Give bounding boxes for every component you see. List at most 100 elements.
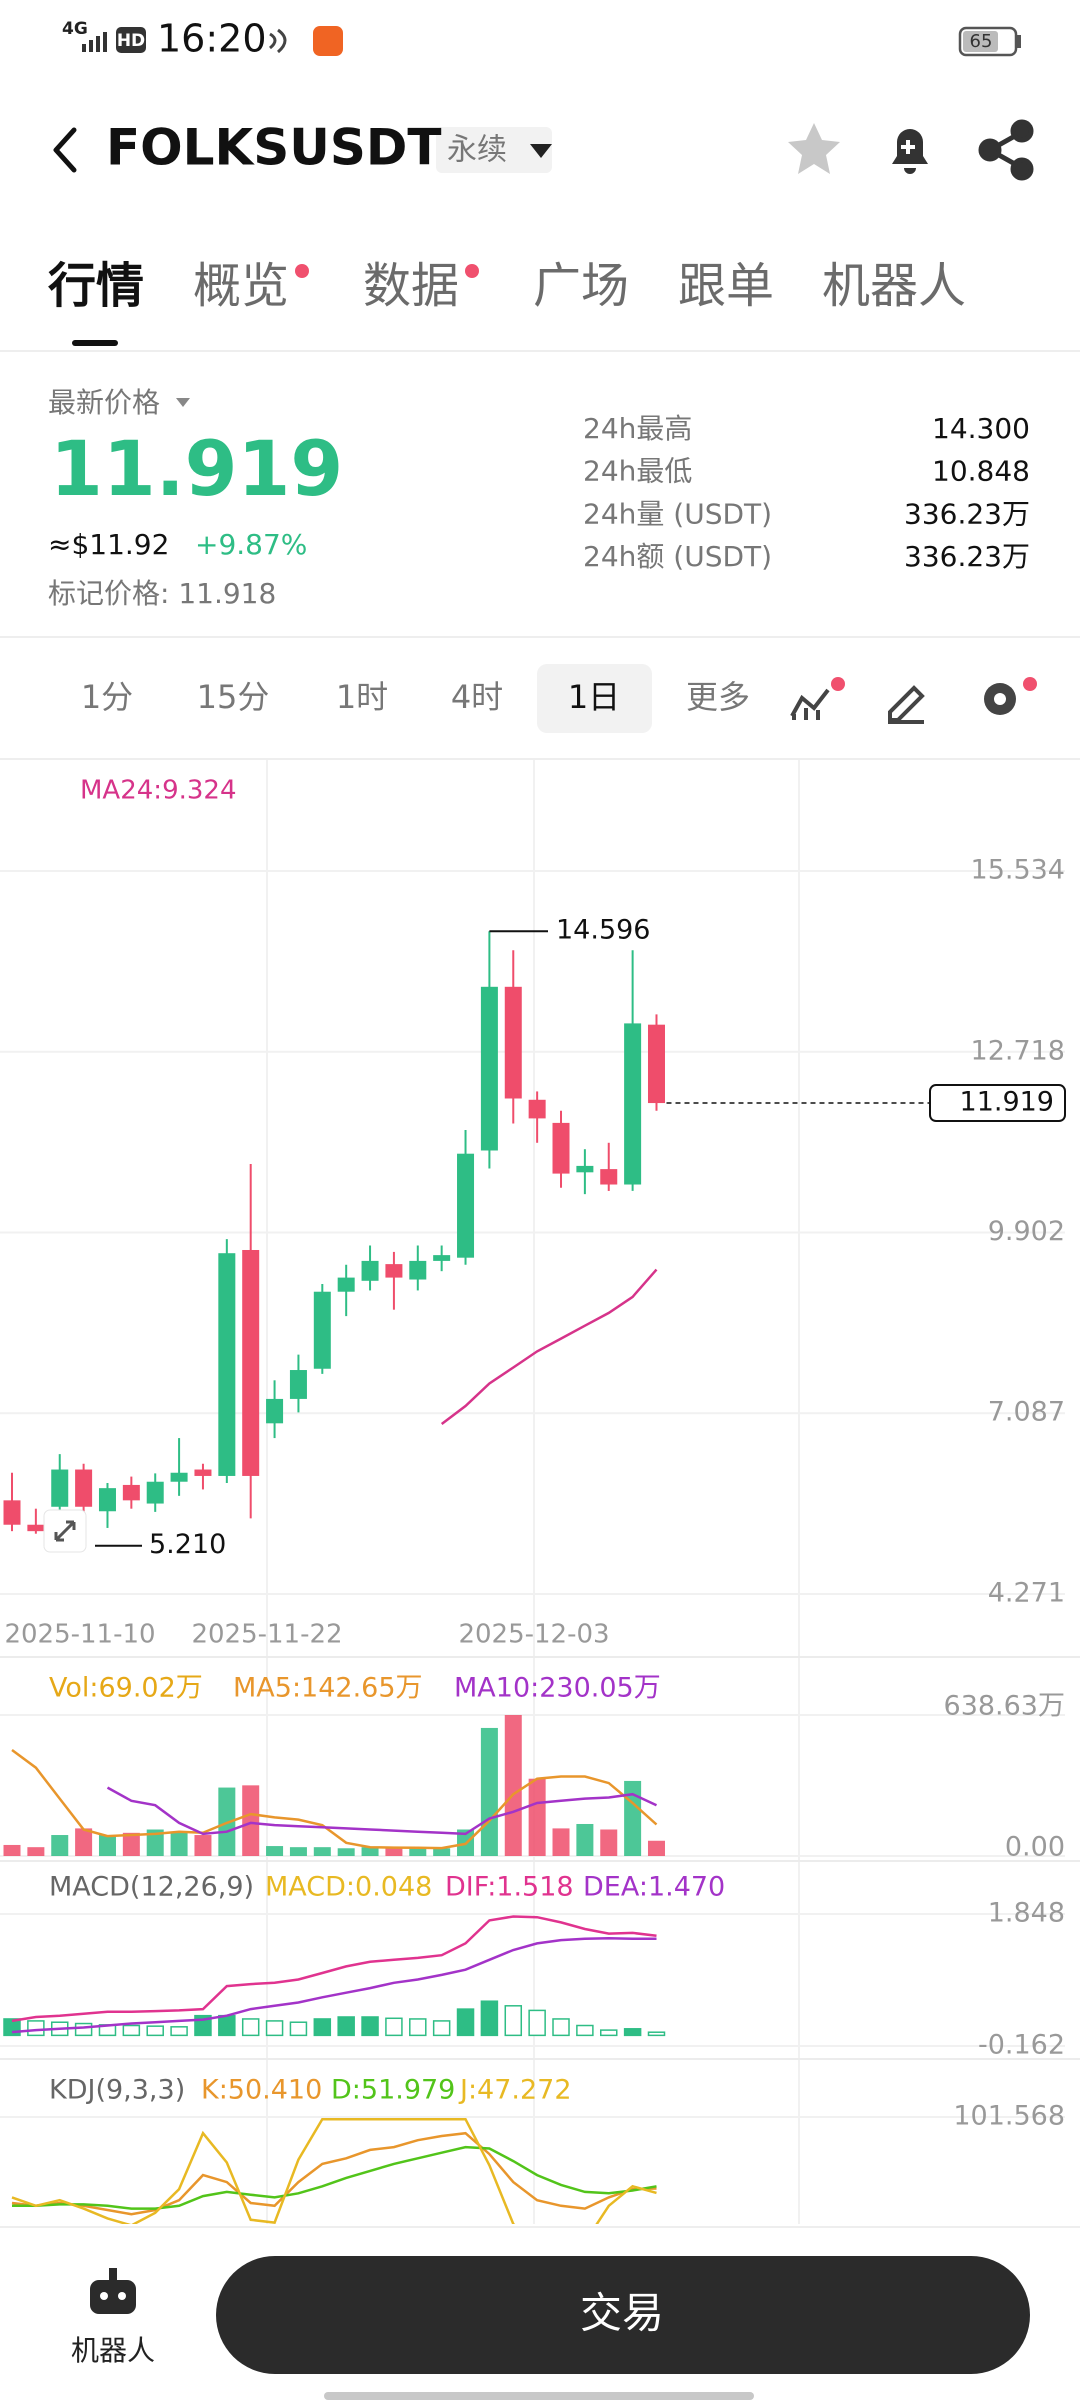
macd-bar (600, 2029, 618, 2037)
mark-price: 标记价格: 11.918 (48, 577, 276, 610)
candle-body (576, 1165, 594, 1173)
legend-entry: Vol:69.02万 (49, 1673, 203, 1704)
volume-bar (51, 1835, 69, 1856)
x-tick-label: 2025-11-22 (191, 1620, 342, 1650)
tab-badge (465, 264, 479, 278)
indicator-line (11, 1915, 657, 2023)
symbol: FOLKSUSDT (106, 119, 442, 177)
legend-entry: D:51.979 (331, 2075, 455, 2106)
tab[interactable]: 广场 (533, 258, 629, 314)
indicator-button[interactable] (790, 688, 830, 720)
macd-bar (552, 2018, 570, 2037)
indicator-line (11, 2117, 657, 2224)
volume-bar (146, 1829, 164, 1856)
macd-bar (170, 2026, 188, 2037)
legend-entry: MA5:142.65万 (233, 1673, 423, 1704)
low-label: 5.210 (149, 1529, 226, 1560)
tab[interactable]: 行情 (48, 258, 144, 314)
volume-bar (480, 1727, 498, 1856)
settings-button[interactable] (984, 683, 1016, 715)
last-price-box (929, 1084, 1066, 1123)
tab-badge (295, 264, 309, 278)
battery-outline (958, 26, 1018, 57)
interval[interactable]: 15分 (197, 678, 270, 716)
y-tick-label: -0.162 (978, 2030, 1065, 2061)
panel-title: MACD(12,26,9) (49, 1872, 254, 1903)
network-type: 4G (62, 19, 88, 39)
back-button[interactable] (53, 127, 77, 173)
volume-bar (409, 1848, 427, 1856)
clock: 16:20 (157, 17, 267, 61)
volume-bar (75, 1828, 93, 1856)
macd-bar (146, 2025, 164, 2037)
y-tick-label: 1.848 (988, 1898, 1065, 1929)
share-button[interactable] (978, 119, 1034, 181)
y-tick-label: 12.718 (971, 1035, 1065, 1066)
macd-bar (623, 2028, 642, 2037)
legend-entry: DIF:1.518 (445, 1872, 574, 1903)
volume-bar (504, 1715, 522, 1856)
battery-fill (963, 31, 998, 52)
macd-bar (504, 2005, 523, 2037)
interval[interactable]: 1时 (336, 678, 388, 716)
robot-icon[interactable] (90, 2268, 136, 2314)
trade-label[interactable]: 交易 (580, 2289, 664, 2338)
volume-bar (27, 1847, 45, 1856)
y-tick-label: 101.568 (953, 2101, 1065, 2132)
price-type-arrow[interactable] (176, 398, 190, 407)
legend-entry: DEA:1.470 (583, 1872, 725, 1903)
volume-bar (433, 1848, 451, 1856)
candle-body (433, 1255, 451, 1261)
candle-body (600, 1169, 618, 1185)
tab[interactable]: 数据 (363, 258, 459, 314)
volume-bar (361, 1847, 379, 1856)
y-tick-label: 15.534 (971, 855, 1065, 886)
contract-pill[interactable] (436, 127, 552, 173)
hd-label: HD (117, 31, 145, 51)
indicator-line (11, 1748, 658, 1850)
indicator-line (11, 2131, 657, 2216)
volume-bar (242, 1785, 260, 1856)
interval[interactable]: 更多 (686, 678, 750, 716)
volume-lines (11, 1748, 658, 1850)
wifi-icon (269, 28, 287, 54)
indicator-line (106, 1786, 658, 1836)
draw-button[interactable] (888, 685, 925, 724)
macd-bar (385, 2017, 403, 2037)
candle-body (122, 1484, 140, 1501)
favorite-star[interactable] (788, 123, 840, 174)
candle-body (51, 1469, 69, 1507)
macd-bar (27, 2020, 45, 2037)
candle-body (504, 986, 522, 1099)
battery-level: 65 (970, 31, 993, 52)
interval[interactable]: 4时 (451, 678, 503, 716)
home-indicator (324, 2392, 754, 2400)
tab[interactable]: 概览 (193, 258, 289, 314)
macd-bar (3, 2018, 21, 2037)
dropdown-arrow[interactable] (530, 144, 552, 158)
y-tick-label: 4.271 (988, 1578, 1065, 1609)
trade-button[interactable] (216, 2256, 1030, 2374)
stat-label: 24h量 (USDT) (583, 497, 772, 530)
app-notification-icon (313, 26, 343, 56)
stat-value: 336.23万 (904, 540, 1030, 573)
macd-bar (74, 2022, 93, 2037)
signal-icon (82, 32, 107, 52)
x-tick-label: 2025-11-10 (4, 1620, 155, 1650)
expand-glyph (54, 1520, 76, 1542)
indicator-line (440, 1268, 658, 1425)
macd-bar (647, 2031, 666, 2037)
interval[interactable]: 1日 (568, 678, 620, 716)
indicator-line (12, 2145, 657, 2210)
badge (1023, 677, 1037, 691)
volume-bar (3, 1844, 21, 1856)
macd-bar (313, 2018, 332, 2037)
robot-label: 机器人 (71, 2334, 155, 2367)
interval[interactable]: 1分 (81, 678, 133, 716)
tab[interactable]: 跟单 (678, 258, 774, 314)
stat-label: 24h最高 (583, 412, 692, 445)
legend-entry: K:50.410 (201, 2075, 322, 2106)
tab[interactable]: 机器人 (822, 258, 966, 314)
high-label: 14.596 (556, 915, 650, 946)
